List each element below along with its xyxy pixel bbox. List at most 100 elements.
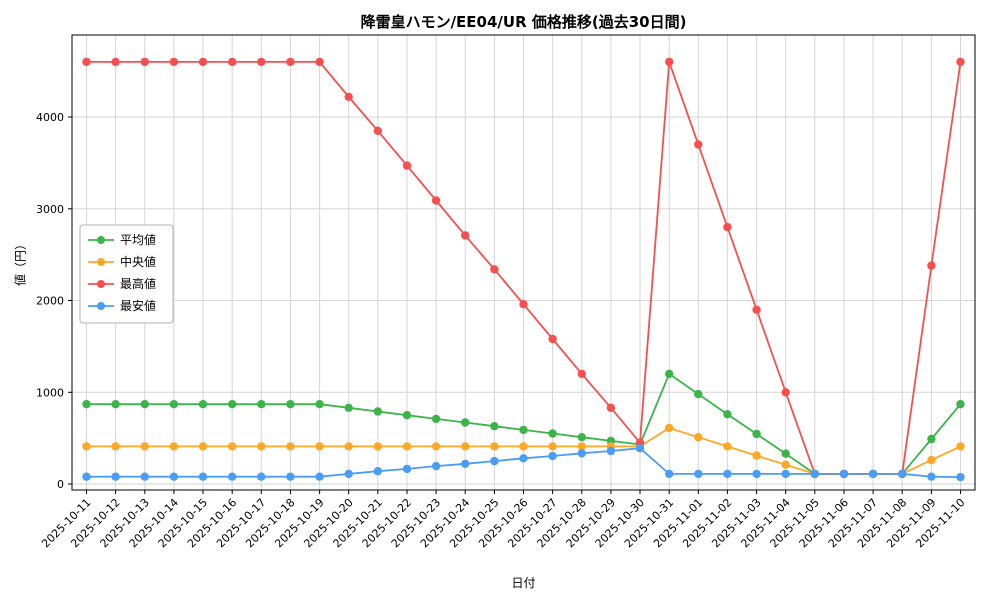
chart-title: 降雷皇ハモン/EE04/UR 価格推移(過去30日間) — [360, 13, 687, 31]
data-point-median — [665, 423, 674, 433]
data-point-max — [927, 261, 936, 270]
data-point-median — [111, 442, 120, 451]
data-point-max — [461, 231, 470, 240]
data-point-average — [548, 429, 557, 438]
data-point-max — [490, 265, 499, 274]
x-axis: 2025-10-112025-10-122025-10-132025-10-14… — [39, 490, 968, 550]
legend-marker-median — [97, 258, 105, 266]
legend-marker-max — [97, 280, 105, 288]
legend-label-min: 最安値 — [120, 298, 156, 313]
data-point-min — [82, 472, 91, 481]
data-point-min — [810, 469, 819, 479]
legend-label-average: 平均値 — [120, 232, 156, 247]
data-point-min — [402, 464, 412, 474]
data-point-min — [490, 456, 499, 466]
data-point-max — [781, 388, 790, 397]
data-point-average — [140, 400, 149, 409]
data-point-average — [431, 414, 441, 424]
y-tick-label: 2000 — [36, 295, 64, 308]
data-point-min — [169, 472, 179, 481]
data-point-min — [373, 467, 382, 476]
data-point-max — [140, 57, 149, 67]
data-point-average — [781, 449, 790, 458]
data-point-median — [169, 442, 179, 451]
data-point-min — [461, 459, 470, 468]
legend-label-median: 中央値 — [120, 254, 156, 269]
data-point-median — [781, 460, 790, 469]
data-point-median — [577, 442, 586, 451]
data-point-average — [577, 433, 586, 442]
data-point-max — [344, 92, 353, 102]
data-point-max — [315, 57, 324, 67]
data-point-median — [461, 442, 470, 451]
data-point-max — [519, 300, 528, 309]
y-tick-label: 3000 — [36, 203, 64, 216]
legend-marker-min — [97, 302, 105, 310]
data-point-min — [781, 469, 790, 479]
data-point-max — [548, 334, 557, 344]
data-point-min — [694, 469, 703, 479]
data-point-max — [752, 305, 761, 314]
y-tick-label: 4000 — [36, 111, 64, 124]
y-tick-label: 1000 — [36, 386, 64, 399]
data-point-average — [665, 369, 674, 379]
data-point-median — [82, 442, 91, 451]
data-point-min — [927, 472, 936, 481]
data-point-median — [140, 442, 149, 451]
data-point-max — [665, 57, 674, 67]
data-point-median — [344, 442, 353, 451]
data-point-min — [956, 472, 965, 482]
data-point-max — [286, 57, 295, 67]
data-point-max — [82, 57, 91, 67]
data-point-average — [228, 400, 237, 409]
data-point-average — [927, 434, 936, 444]
data-point-median — [956, 442, 965, 451]
data-point-max — [431, 196, 441, 205]
data-point-average — [198, 400, 208, 409]
data-point-average — [257, 400, 266, 409]
data-point-min — [898, 469, 907, 479]
data-point-average — [956, 400, 965, 409]
data-point-min — [577, 449, 586, 458]
data-point-min — [548, 451, 557, 461]
data-point-min — [257, 472, 266, 481]
data-point-average — [752, 429, 761, 439]
data-point-max — [402, 161, 412, 170]
data-point-min — [839, 469, 849, 479]
data-point-min — [315, 472, 324, 481]
y-axis: 0 1000 2000 3000 4000 — [36, 111, 72, 491]
data-point-min — [752, 469, 761, 479]
data-point-max — [956, 57, 965, 67]
data-point-median — [519, 442, 528, 451]
legend-label-max: 最高値 — [120, 276, 156, 291]
data-point-max — [257, 57, 266, 67]
data-point-min — [606, 446, 616, 456]
data-point-max — [228, 57, 237, 67]
grid-lines — [72, 35, 975, 490]
data-point-average — [111, 400, 120, 409]
data-point-average — [519, 425, 528, 435]
data-point-min — [431, 461, 441, 471]
x-axis-title: 日付 — [511, 576, 536, 590]
data-point-min — [665, 469, 674, 479]
legend-marker-average — [97, 236, 105, 244]
data-point-median — [257, 442, 266, 451]
y-tick-label: 0 — [57, 478, 64, 491]
data-point-max — [198, 57, 208, 67]
data-point-min — [868, 469, 878, 479]
data-point-average — [373, 407, 382, 416]
data-point-max — [373, 126, 382, 135]
data-point-max — [169, 57, 179, 67]
data-point-min — [286, 472, 295, 481]
data-point-median — [927, 455, 936, 465]
data-point-average — [286, 400, 295, 409]
data-point-min — [140, 472, 149, 481]
data-point-median — [723, 442, 732, 451]
data-point-max — [694, 140, 703, 149]
data-point-average — [82, 400, 91, 409]
data-point-max — [577, 369, 586, 379]
data-point-max — [723, 222, 732, 232]
